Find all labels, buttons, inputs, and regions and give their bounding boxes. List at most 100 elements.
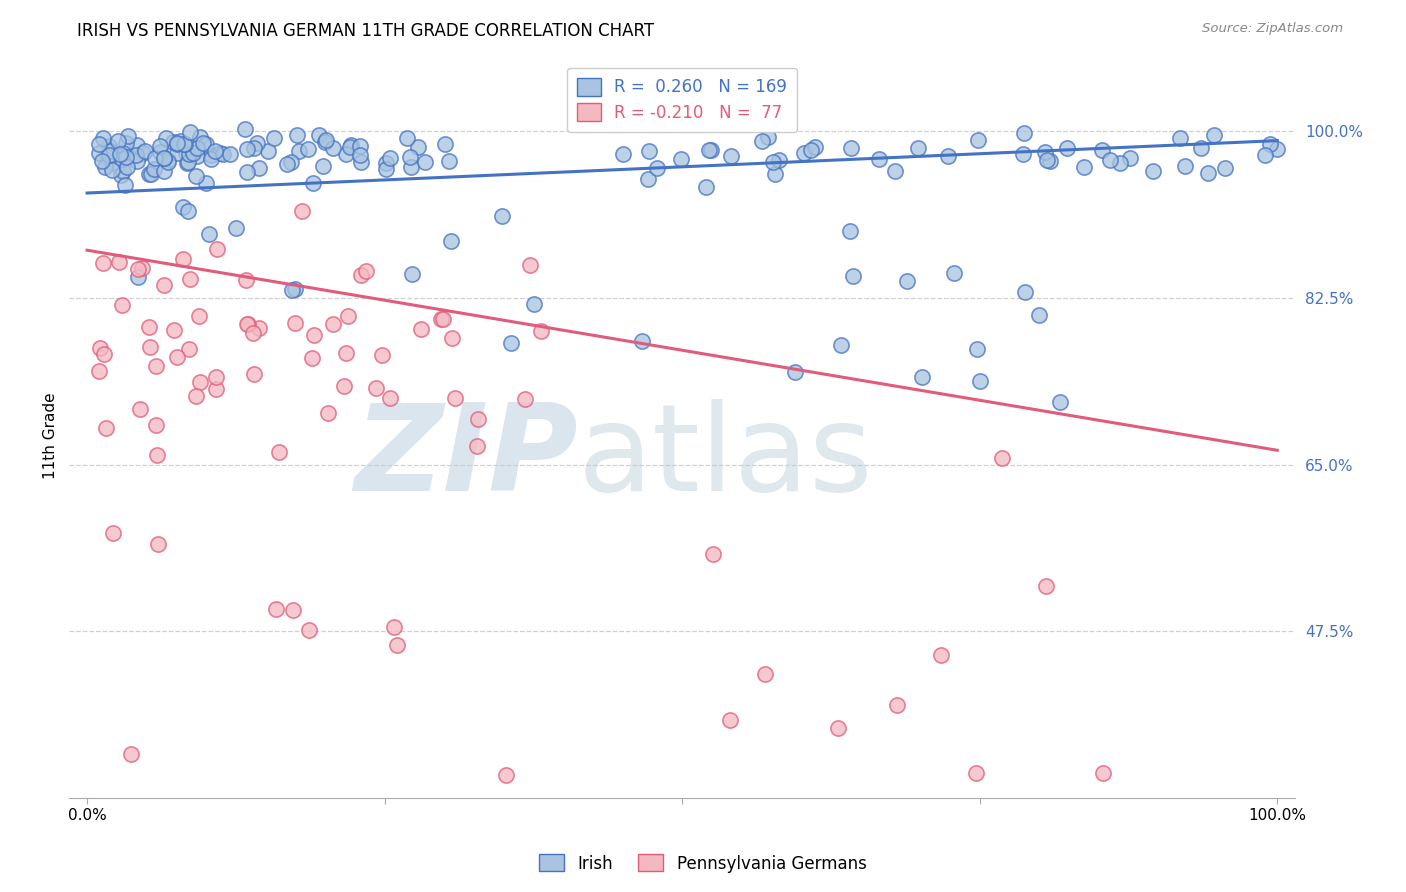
Point bbox=[385, 638, 408, 652]
Point bbox=[467, 412, 489, 426]
Point bbox=[966, 342, 988, 356]
Point bbox=[98, 145, 121, 159]
Point bbox=[700, 143, 723, 157]
Point bbox=[236, 142, 259, 156]
Point bbox=[519, 258, 541, 272]
Point bbox=[200, 147, 222, 161]
Point bbox=[139, 340, 162, 354]
Point bbox=[87, 137, 110, 152]
Text: ZIP: ZIP bbox=[354, 400, 578, 516]
Point bbox=[166, 136, 188, 150]
Point bbox=[380, 392, 402, 406]
Point bbox=[375, 156, 398, 170]
Point bbox=[157, 153, 180, 168]
Point bbox=[411, 322, 433, 336]
Point bbox=[169, 134, 191, 148]
Point bbox=[1014, 285, 1036, 300]
Point bbox=[333, 379, 356, 393]
Point bbox=[153, 151, 176, 165]
Point bbox=[243, 367, 266, 381]
Point bbox=[830, 337, 852, 351]
Point bbox=[1091, 143, 1114, 157]
Point bbox=[339, 140, 361, 154]
Point bbox=[340, 137, 363, 152]
Point bbox=[143, 151, 166, 165]
Point bbox=[94, 161, 117, 175]
Point bbox=[911, 370, 934, 384]
Point bbox=[523, 297, 546, 311]
Point bbox=[437, 153, 460, 168]
Point bbox=[645, 161, 668, 175]
Point bbox=[152, 164, 174, 178]
Point bbox=[1056, 141, 1078, 155]
Point bbox=[1091, 766, 1114, 780]
Point bbox=[247, 161, 270, 175]
Point bbox=[162, 135, 184, 149]
Point bbox=[756, 129, 779, 144]
Point bbox=[115, 149, 138, 163]
Point bbox=[838, 224, 860, 238]
Point bbox=[869, 152, 891, 166]
Point bbox=[276, 157, 298, 171]
Point bbox=[465, 439, 488, 453]
Point bbox=[172, 201, 194, 215]
Point bbox=[335, 346, 357, 360]
Point bbox=[1039, 154, 1062, 169]
Point bbox=[188, 375, 211, 389]
Point bbox=[87, 146, 110, 161]
Point bbox=[90, 154, 112, 169]
Point bbox=[205, 369, 228, 384]
Point bbox=[754, 667, 776, 681]
Point bbox=[965, 765, 987, 780]
Point bbox=[179, 272, 201, 286]
Point bbox=[413, 154, 436, 169]
Point bbox=[186, 141, 208, 155]
Point bbox=[444, 391, 467, 405]
Point bbox=[800, 143, 823, 157]
Point bbox=[157, 154, 180, 169]
Point bbox=[184, 169, 207, 184]
Point bbox=[166, 146, 188, 161]
Point bbox=[1258, 136, 1281, 151]
Point bbox=[1202, 128, 1225, 142]
Point bbox=[432, 312, 454, 326]
Point bbox=[284, 282, 307, 296]
Point bbox=[695, 179, 717, 194]
Point bbox=[886, 698, 908, 713]
Point bbox=[495, 768, 517, 782]
Point bbox=[191, 136, 214, 150]
Point bbox=[967, 133, 990, 147]
Point bbox=[127, 269, 149, 284]
Point bbox=[1035, 579, 1057, 593]
Point bbox=[176, 155, 198, 169]
Point bbox=[1189, 141, 1212, 155]
Point bbox=[751, 134, 773, 148]
Point bbox=[204, 382, 226, 396]
Point bbox=[103, 525, 125, 540]
Point bbox=[174, 145, 197, 160]
Point bbox=[406, 139, 429, 153]
Point bbox=[204, 145, 226, 159]
Point bbox=[763, 167, 786, 181]
Point bbox=[195, 176, 218, 190]
Point bbox=[499, 336, 522, 351]
Point bbox=[440, 234, 463, 248]
Point bbox=[146, 536, 169, 550]
Point bbox=[263, 130, 285, 145]
Point bbox=[101, 155, 124, 169]
Point bbox=[285, 128, 308, 143]
Point bbox=[236, 317, 259, 331]
Point bbox=[121, 747, 143, 761]
Point bbox=[166, 137, 188, 152]
Point bbox=[242, 141, 264, 155]
Point bbox=[720, 149, 742, 163]
Point bbox=[1012, 147, 1035, 161]
Point bbox=[138, 320, 160, 334]
Point bbox=[233, 122, 256, 136]
Point bbox=[128, 402, 150, 417]
Point bbox=[429, 312, 451, 326]
Point bbox=[107, 134, 129, 148]
Point bbox=[149, 139, 172, 153]
Point bbox=[172, 252, 194, 267]
Point bbox=[1035, 145, 1057, 160]
